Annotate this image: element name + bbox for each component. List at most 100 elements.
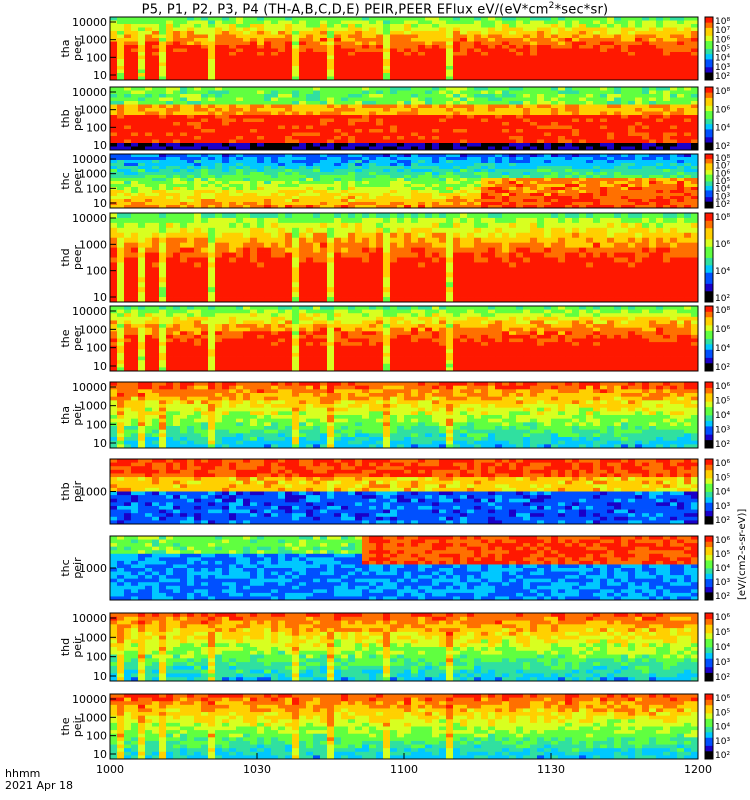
spectrogram-cell — [124, 277, 132, 283]
spectrogram-cell — [404, 55, 412, 60]
spectrogram-cell — [579, 27, 587, 32]
spectrogram-cell — [376, 55, 384, 60]
spectrogram-cell — [131, 193, 139, 197]
spectrogram-cell — [642, 122, 650, 126]
spectrogram-cell — [194, 297, 202, 303]
spectrogram-cell — [572, 125, 580, 130]
spectrogram-cell — [306, 66, 314, 70]
spectrogram-cell — [621, 181, 629, 185]
spectrogram-cell — [201, 143, 209, 147]
spectrogram-cell — [334, 160, 342, 164]
spectrogram-cell — [397, 199, 405, 203]
spectrogram-cell — [341, 52, 349, 56]
spectrogram-cell — [362, 118, 370, 123]
spectrogram-cell — [446, 97, 454, 102]
spectrogram-cell — [152, 125, 160, 130]
spectrogram-cell — [264, 17, 272, 21]
spectrogram-cell — [292, 101, 300, 105]
spectrogram-cell — [124, 166, 132, 170]
spectrogram-cell — [257, 181, 265, 185]
spectrogram-cell — [264, 87, 272, 91]
spectrogram-cell — [635, 108, 643, 112]
spectrogram-cell — [572, 136, 580, 140]
spectrogram-cell — [411, 31, 419, 35]
spectrogram-cell — [621, 34, 629, 39]
spectrogram-cell — [306, 55, 314, 60]
spectrogram-cell — [166, 41, 174, 46]
spectrogram-cell — [565, 52, 573, 56]
spectrogram-cell — [502, 94, 510, 98]
spectrogram-cell — [264, 31, 272, 35]
spectrogram-cell — [446, 59, 454, 63]
spectrogram-cell — [572, 196, 580, 200]
spectrogram-cell — [124, 24, 132, 28]
spectrogram-cell — [691, 181, 699, 185]
spectrogram-cell — [243, 94, 251, 98]
spectrogram-cell — [635, 59, 643, 63]
spectrogram-cell — [243, 76, 251, 81]
spectrogram-cell — [537, 97, 545, 102]
spectrogram-cell — [432, 190, 440, 194]
spectrogram-cell — [607, 129, 615, 133]
spectrogram-cell — [166, 190, 174, 194]
spectrogram-cell — [593, 136, 601, 140]
spectrogram-cell — [187, 104, 195, 109]
spectrogram-cell — [621, 27, 629, 32]
spectrogram-cell — [425, 160, 433, 164]
spectrogram-cell — [201, 184, 209, 188]
spectrogram-cell — [215, 20, 223, 25]
spectrogram-cell — [131, 175, 139, 179]
spectrogram-cell — [579, 108, 587, 112]
colorbar-tick-label: 10⁵ — [715, 177, 730, 187]
spectrogram-cell — [607, 45, 615, 49]
spectrogram-cell — [656, 154, 664, 158]
spectrogram-cell — [565, 55, 573, 60]
spectrogram-cell — [551, 143, 559, 147]
spectrogram-cell — [446, 94, 454, 98]
spectrogram-cell — [411, 38, 419, 42]
spectrogram-cell — [334, 97, 342, 102]
spectrogram-cell — [558, 146, 566, 151]
spectrogram-cell — [579, 34, 587, 39]
spectrogram-cell — [663, 73, 671, 77]
colorbar-step — [705, 172, 713, 175]
spectrogram-cell — [558, 202, 566, 206]
spectrogram-cell — [411, 62, 419, 67]
spectrogram-cell — [565, 190, 573, 194]
spectrogram-cell — [495, 190, 503, 194]
spectrogram-cell — [397, 73, 405, 77]
spectrogram-cell — [621, 38, 629, 42]
spectrogram-cell — [250, 90, 258, 95]
spectrogram-cell — [439, 190, 447, 194]
spectrogram-cell — [264, 129, 272, 133]
spectrogram-cell — [152, 282, 160, 288]
spectrogram-cell — [117, 160, 125, 164]
spectrogram-cell — [607, 97, 615, 102]
spectrogram-cell — [453, 27, 461, 32]
spectrogram-cell — [607, 90, 615, 95]
spectrogram-cell — [383, 73, 391, 77]
spectrogram-cell — [607, 48, 615, 53]
spectrogram-cell — [621, 111, 629, 116]
spectrogram-cell — [586, 52, 594, 56]
spectrogram-cell — [607, 205, 615, 209]
spectrogram-cell — [110, 163, 118, 167]
spectrogram-cell — [663, 31, 671, 35]
spectrogram-cell — [572, 154, 580, 158]
spectrogram-cell — [180, 217, 188, 224]
spectrogram-cell — [152, 262, 160, 268]
spectrogram-cell — [404, 160, 412, 164]
spectrogram-cell — [453, 193, 461, 197]
spectrogram-cell — [110, 59, 118, 63]
spectrogram-cell — [236, 213, 244, 219]
spectrogram-cell — [117, 104, 125, 109]
spectrogram-cell — [173, 146, 181, 151]
spectrogram-cell — [348, 108, 356, 112]
spectrogram-cell — [495, 34, 503, 39]
spectrogram-cell — [264, 181, 272, 185]
spectrogram-cell — [656, 62, 664, 67]
spectrogram-cell — [229, 52, 237, 56]
spectrogram-cell — [285, 97, 293, 102]
spectrogram-cell — [509, 166, 517, 170]
spectrogram-cell — [390, 17, 398, 21]
